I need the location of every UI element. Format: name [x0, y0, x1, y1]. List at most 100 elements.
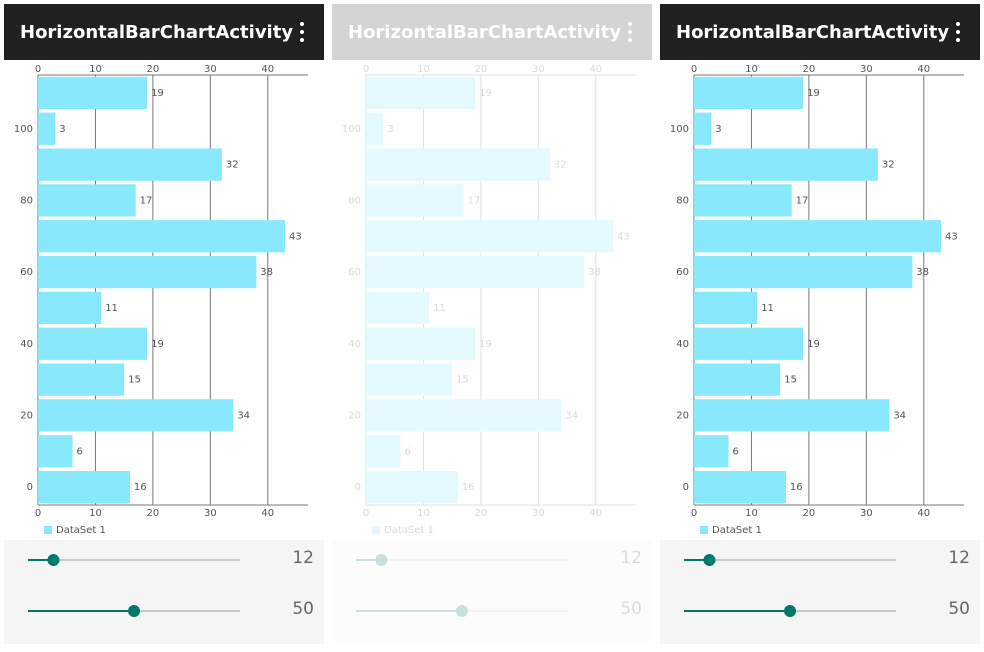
value-tick-label: 30 — [204, 508, 217, 519]
slider-thumb[interactable] — [703, 554, 716, 566]
data-label: 16 — [462, 482, 475, 493]
data-label: 3 — [715, 124, 721, 135]
data-label: 11 — [761, 303, 774, 314]
bar — [694, 184, 792, 217]
data-label: 32 — [882, 160, 895, 171]
slider-thumb[interactable] — [47, 554, 60, 566]
bar — [38, 291, 102, 325]
value-tick-label: 0 — [363, 64, 369, 75]
category-tick-label: 20 — [348, 410, 361, 421]
data-label: 19 — [151, 339, 164, 350]
value-tick-label: 30 — [204, 64, 217, 75]
value-tick-label: 0 — [35, 508, 41, 519]
menu-dot — [628, 38, 632, 42]
panel: HorizontalBarChartActivity00101020203030… — [660, 4, 980, 644]
value-tick-label: 40 — [261, 508, 274, 519]
legend-swatch — [44, 526, 52, 534]
value-tick-label: 20 — [475, 508, 488, 519]
value-tick-label: 20 — [147, 64, 160, 75]
data-label: 6 — [76, 446, 82, 457]
data-label: 6 — [732, 446, 738, 457]
value-tick-label: 30 — [532, 64, 545, 75]
category-tick-label: 40 — [20, 339, 33, 350]
bar — [366, 363, 453, 396]
value-tick-label: 40 — [917, 508, 930, 519]
value-tick-label: 30 — [860, 508, 873, 519]
bar — [38, 363, 125, 396]
category-tick-label: 60 — [348, 267, 361, 278]
slider-value: 50 — [948, 599, 970, 619]
value-tick-label: 20 — [147, 508, 160, 519]
slider-thumb[interactable] — [784, 605, 796, 617]
data-label: 17 — [140, 195, 153, 206]
value-tick-label: 20 — [475, 64, 488, 75]
controls-bg — [332, 540, 652, 644]
legend-label: DataSet 1 — [712, 525, 762, 536]
category-tick-label: 100 — [342, 124, 361, 135]
data-label: 11 — [433, 303, 446, 314]
data-label: 34 — [893, 410, 906, 421]
category-tick-label: 0 — [355, 482, 361, 493]
slider-thumb[interactable] — [456, 605, 468, 617]
data-label: 19 — [479, 88, 492, 99]
category-tick-label: 40 — [676, 339, 689, 350]
bar — [38, 255, 257, 289]
menu-dot — [956, 22, 960, 26]
menu-dot — [300, 38, 304, 42]
category-tick-label: 0 — [683, 482, 689, 493]
value-tick-label: 10 — [745, 64, 758, 75]
data-label: 11 — [105, 303, 118, 314]
data-label: 34 — [565, 410, 578, 421]
data-label: 15 — [456, 375, 469, 386]
data-label: 16 — [134, 482, 147, 493]
value-tick-label: 10 — [417, 64, 430, 75]
app-title: HorizontalBarChartActivity — [20, 22, 293, 43]
controls: 12 50 — [660, 540, 980, 644]
data-label: 17 — [796, 195, 809, 206]
value-tick-label: 40 — [589, 508, 602, 519]
value-tick-label: 30 — [860, 64, 873, 75]
bar — [38, 399, 234, 432]
data-label: 19 — [151, 88, 164, 99]
bar — [694, 255, 913, 289]
value-tick-label: 10 — [745, 508, 758, 519]
menu-dot — [956, 38, 960, 42]
bar — [694, 148, 878, 181]
slider-thumb[interactable] — [128, 605, 140, 617]
menu-dot — [300, 30, 304, 34]
bar — [366, 184, 464, 217]
category-tick-label: 100 — [670, 124, 689, 135]
value-tick-label: 40 — [589, 64, 602, 75]
data-label: 32 — [226, 160, 239, 171]
data-label: 32 — [554, 160, 567, 171]
bar — [694, 76, 804, 110]
app-title: HorizontalBarChartActivity — [676, 22, 949, 43]
chart: 0 0 10 10 20 20 30 30 40 40 0 20 40 60 80 100 16 6 34 15 19 1… — [14, 64, 308, 536]
value-tick-label: 0 — [35, 64, 41, 75]
slider-thumb[interactable] — [375, 554, 388, 566]
bar — [694, 399, 890, 432]
data-label: 43 — [289, 231, 302, 242]
bar — [694, 363, 781, 396]
bar — [694, 327, 804, 360]
category-tick-label: 80 — [348, 195, 361, 206]
bar — [366, 148, 550, 181]
data-label: 19 — [479, 339, 492, 350]
data-label: 3 — [387, 124, 393, 135]
bar — [366, 291, 430, 325]
chart: 0 0 10 10 20 20 30 30 40 40 0 20 40 60 80 100 16 6 34 15 19 1… — [670, 64, 964, 536]
value-tick-label: 0 — [691, 508, 697, 519]
category-tick-label: 40 — [348, 339, 361, 350]
menu-dot — [956, 30, 960, 34]
category-tick-label: 100 — [14, 124, 33, 135]
bar — [38, 220, 286, 253]
category-tick-label: 20 — [20, 410, 33, 421]
bar — [38, 327, 148, 360]
category-tick-label: 80 — [20, 195, 33, 206]
bar — [366, 220, 614, 253]
value-tick-label: 10 — [89, 64, 102, 75]
bar — [366, 255, 585, 289]
bar — [694, 470, 786, 504]
menu-dot — [628, 22, 632, 26]
data-label: 38 — [916, 267, 929, 278]
